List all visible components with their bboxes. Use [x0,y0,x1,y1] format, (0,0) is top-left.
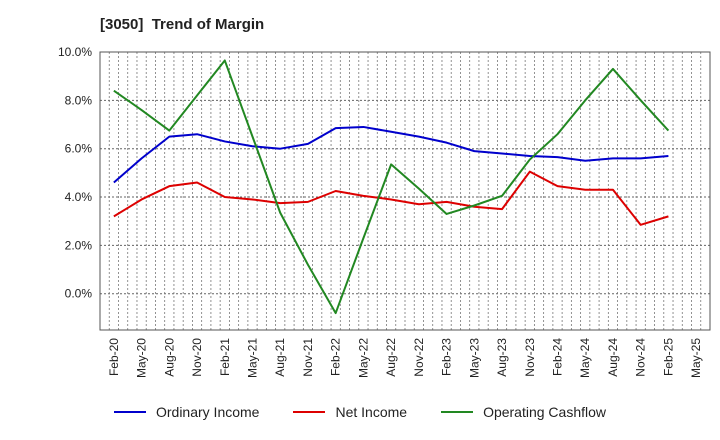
x-tick-label: Nov-23 [523,338,537,377]
series-line-operating-cashflow [113,59,670,315]
y-tick-label: 0.0% [65,287,93,301]
x-tick-label: Aug-20 [162,338,176,377]
legend-label: Ordinary Income [155,404,260,420]
legend-label: Net Income [335,404,408,420]
x-tick-label: May-21 [246,338,260,378]
chart-title: [3050] Trend of Margin [100,16,265,33]
y-tick-label: 10.0% [58,45,92,59]
y-tick-label: 8.0% [65,93,93,107]
legend-label: Operating Cashflow [483,404,607,420]
x-tick-label: Aug-22 [384,338,398,377]
series-line-net-income [113,170,669,226]
x-tick-label: May-24 [578,338,592,378]
legend-item: Net Income [293,404,407,420]
series-line-ordinary-income [113,125,669,184]
x-axis-ticks: Feb-20 May-20 Aug-20 Nov-20 Feb-21 May-21 Aug-… [107,338,703,378]
x-tick-label: Feb-25 [661,338,675,376]
y-axis-ticks: 10.0% 8.0% 6.0% 4.0% 2.0% 0.0% [58,45,92,301]
x-tick-label: Feb-20 [107,338,121,376]
x-tick-label: Feb-22 [329,338,343,376]
x-tick-label: Aug-24 [606,338,620,377]
x-tick-label: Feb-24 [551,338,565,376]
x-tick-label: Feb-21 [218,338,232,376]
legend-item: Ordinary Income [113,404,260,420]
x-tick-label: Feb-23 [440,338,454,376]
legend-swatch [113,411,146,413]
x-tick-label: May-23 [467,338,481,378]
y-tick-label: 2.0% [65,238,93,252]
grid-layer [99,51,711,330]
x-tick-label: May-22 [356,338,370,378]
legend-swatch [293,411,326,413]
legend-item: Operating Cashflow [441,404,606,420]
x-tick-label: Nov-21 [301,338,315,377]
x-tick-label: Nov-24 [634,338,648,377]
x-tick-label: Aug-23 [495,338,509,377]
x-tick-label: Nov-22 [412,338,426,377]
series-layer [113,59,670,315]
plot-frame [99,51,711,331]
legend: Ordinary Income Net Income Operating Cashf… [0,404,720,420]
y-tick-label: 4.0% [65,190,93,204]
legend-swatch [441,411,474,413]
x-tick-label: May-25 [689,338,703,378]
x-tick-label: Aug-21 [273,338,287,377]
x-tick-label: Nov-20 [190,338,204,377]
x-tick-label: May-20 [135,338,149,378]
y-tick-label: 6.0% [65,142,93,156]
